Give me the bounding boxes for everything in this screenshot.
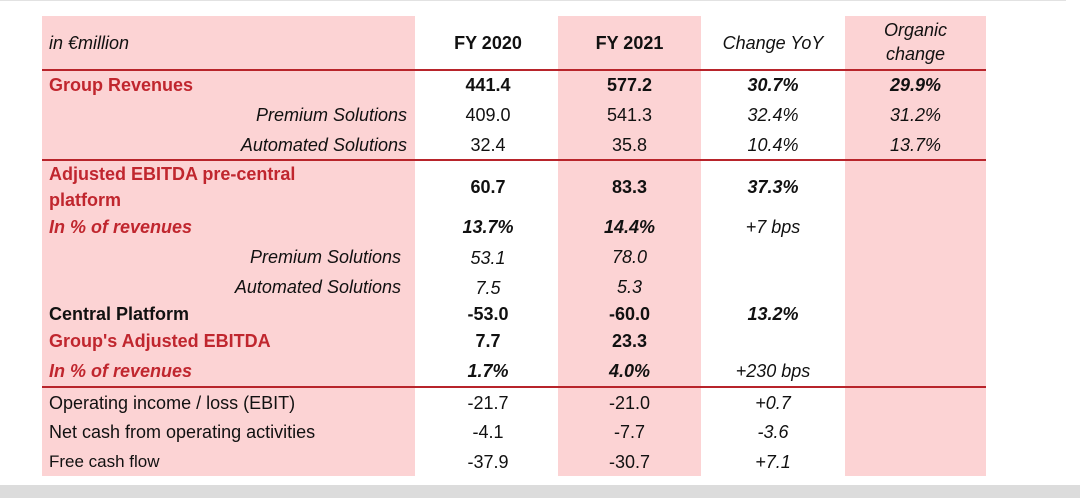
premium-revenue-fy2021: 541.3: [606, 105, 653, 125]
fy2021-column-band: [558, 16, 701, 476]
fcf-change: +7.1: [755, 452, 791, 472]
automated-revenue-fy2020: 32.4: [470, 135, 506, 155]
automated-revenue-change: 10.4%: [747, 135, 799, 155]
revenue-section-rule: [42, 159, 986, 161]
header-change-yoy: Change YoY: [722, 33, 824, 53]
organic-column-band: [845, 16, 986, 476]
fcf-fy2021: -30.7: [608, 452, 651, 472]
net-cash-change: -3.6: [757, 422, 789, 442]
top-edge: [0, 0, 1080, 1]
header-organic-change: Organic change: [845, 18, 986, 66]
ebitda-section-rule: [42, 386, 986, 388]
premium-revenue-organic: 31.2%: [889, 105, 942, 125]
unit-label: in €million: [49, 33, 130, 53]
ebit-label: Operating income / loss (EBIT): [49, 393, 296, 413]
group-adj-ebitda-fy2021: 23.3: [611, 331, 648, 351]
fcf-fy2020: -37.9: [467, 452, 509, 472]
group-adj-ebitda-fy2020: 7.7: [475, 331, 501, 351]
pct-revenues-2-fy2020: 1.7%: [467, 361, 509, 381]
group-revenues-organic: 29.9%: [889, 75, 942, 95]
premium-revenue-label: Premium Solutions: [255, 105, 407, 125]
adj-ebitda-pre-fy2021: 83.3: [611, 177, 648, 197]
adj-ebitda-pre-change: 37.3%: [747, 177, 799, 197]
pct-revenues-1-fy2021: 14.4%: [603, 217, 656, 237]
premium-ebitda-fy2021: 78.0: [611, 247, 648, 267]
label-column-band: [42, 16, 415, 476]
pct-revenues-1-fy2020: 13.7%: [462, 217, 514, 237]
automated-ebitda-fy2021: 5.3: [616, 277, 643, 297]
pct-revenues-1-change: +7 bps: [745, 217, 801, 237]
automated-ebitda-label: Automated Solutions: [234, 277, 401, 297]
premium-ebitda-fy2020: 53.1: [470, 248, 506, 268]
group-adj-ebitda-label: Group's Adjusted EBITDA: [49, 331, 271, 351]
central-platform-fy2020: -53.0: [467, 304, 509, 324]
bottom-edge: [0, 485, 1080, 498]
group-revenues-fy2020: 441.4: [465, 75, 511, 95]
automated-revenue-label: Automated Solutions: [240, 135, 407, 155]
central-platform-change: 13.2%: [747, 304, 799, 324]
automated-revenue-organic: 13.7%: [889, 135, 942, 155]
pct-revenues-1-label: In % of revenues: [49, 217, 193, 237]
right-edge: [1066, 0, 1080, 490]
net-cash-fy2020: -4.1: [472, 422, 504, 442]
header-fy2021: FY 2021: [595, 33, 664, 53]
adj-ebitda-pre-label-line2: platform: [49, 190, 121, 210]
ebit-change: +0.7: [755, 393, 791, 413]
net-cash-label: Net cash from operating activities: [49, 422, 316, 442]
pct-revenues-2-change: +230 bps: [735, 361, 811, 381]
adj-ebitda-pre-label-line1: Adjusted EBITDA pre-central: [49, 164, 296, 184]
central-platform-label: Central Platform: [49, 304, 190, 324]
group-revenues-change: 30.7%: [747, 75, 799, 95]
premium-revenue-change: 32.4%: [747, 105, 799, 125]
pct-revenues-2-label: In % of revenues: [49, 361, 193, 381]
central-platform-fy2021: -60.0: [608, 304, 651, 324]
ebit-fy2021: -21.0: [608, 393, 651, 413]
ebit-fy2020: -21.7: [467, 393, 509, 413]
premium-revenue-fy2020: 409.0: [465, 105, 511, 125]
header-rule: [42, 69, 986, 71]
premium-ebitda-label: Premium Solutions: [249, 247, 401, 267]
pct-revenues-2-fy2021: 4.0%: [608, 361, 651, 381]
header-fy2020: FY 2020: [454, 33, 522, 53]
automated-ebitda-fy2020: 7.5: [475, 278, 501, 298]
group-revenues-label: Group Revenues: [49, 75, 194, 95]
adj-ebitda-pre-fy2020: 60.7: [470, 177, 506, 197]
fcf-label: Free cash flow: [49, 452, 160, 471]
net-cash-fy2021: -7.7: [613, 422, 646, 442]
group-revenues-fy2021: 577.2: [606, 75, 653, 95]
automated-revenue-fy2021: 35.8: [611, 135, 648, 155]
header-organic-line1: Organic: [883, 20, 948, 40]
header-organic-line2: change: [885, 44, 946, 64]
